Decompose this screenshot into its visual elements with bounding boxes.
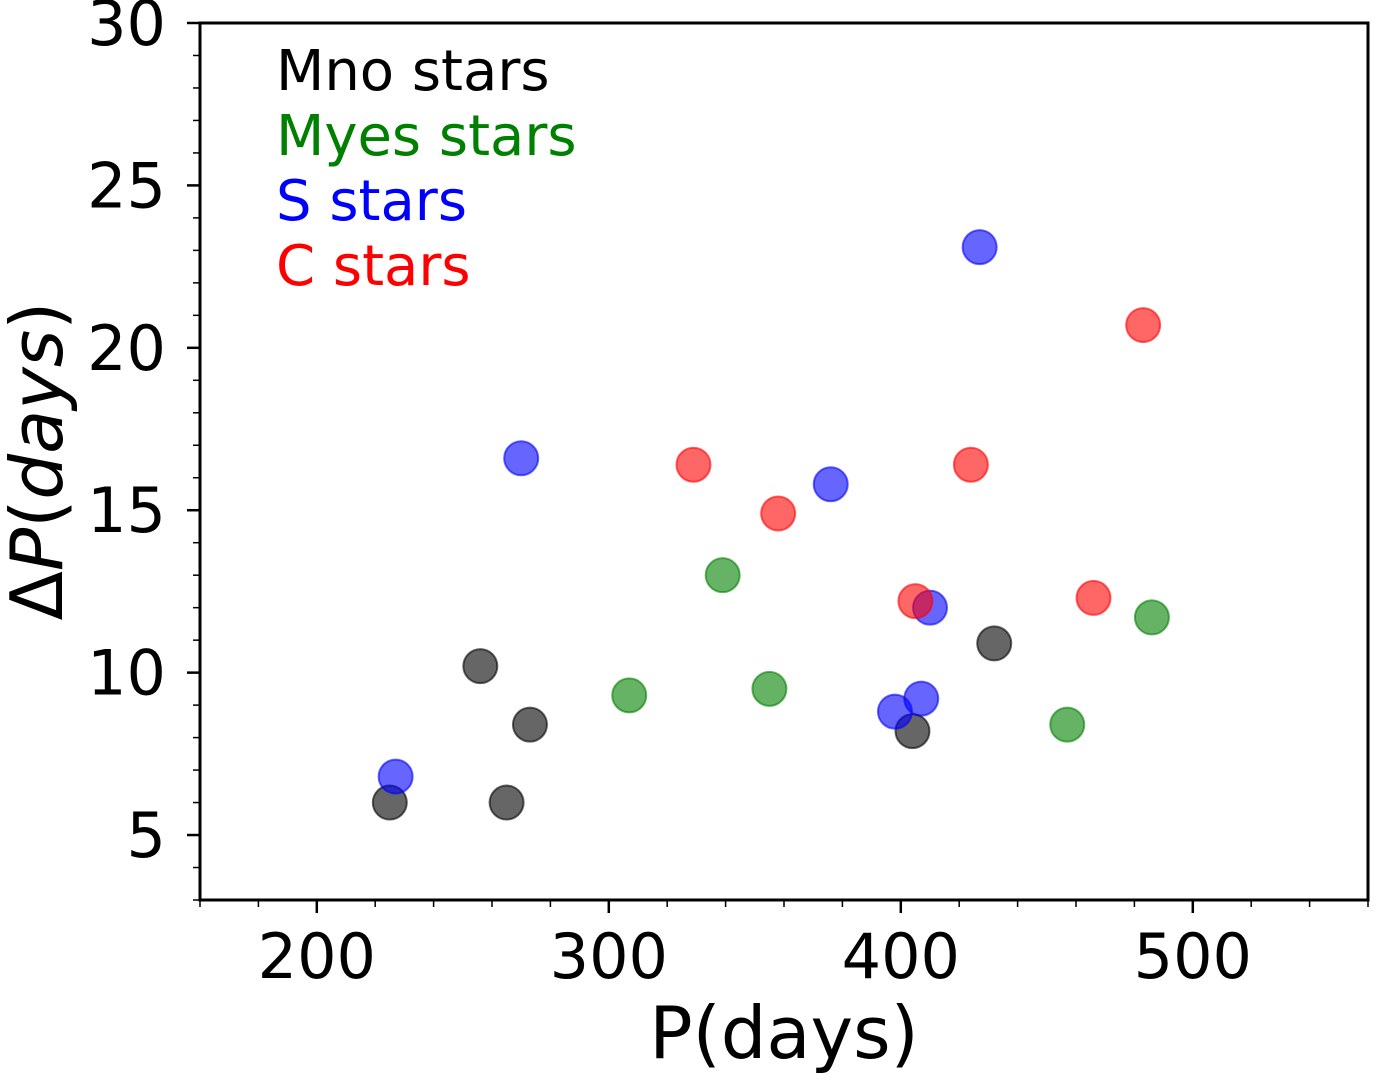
- point-mno-stars: [511, 706, 548, 743]
- y-tick-label: 10: [87, 637, 166, 710]
- point-s-stars: [377, 758, 414, 795]
- point-s-stars: [903, 680, 940, 717]
- x-tick-label: 300: [550, 920, 668, 993]
- point-c-stars: [1125, 307, 1162, 344]
- point-s-stars: [961, 229, 998, 266]
- point-c-stars: [760, 495, 797, 532]
- legend-entry-mno-stars: Mno stars: [276, 39, 550, 104]
- point-c-stars: [1075, 579, 1112, 616]
- legend-entry-c-stars: C stars: [276, 234, 471, 299]
- x-tick-label: 400: [842, 920, 960, 993]
- point-myes-stars: [704, 557, 741, 594]
- y-tick-label: 25: [87, 149, 166, 222]
- point-s-stars: [503, 440, 540, 477]
- y-tick-label: 20: [87, 312, 166, 385]
- y-axis-title-prefix: Δ: [0, 571, 79, 620]
- point-myes-stars: [751, 670, 788, 707]
- legend-entry-s-stars: S stars: [276, 169, 467, 234]
- point-mno-stars: [462, 648, 499, 685]
- data-points: [371, 229, 1170, 821]
- y-axis-title-variable: P: [0, 527, 79, 571]
- point-c-stars: [897, 583, 934, 620]
- y-tick-label: 30: [87, 0, 166, 60]
- point-c-stars: [952, 446, 989, 483]
- point-mno-stars: [976, 625, 1013, 662]
- x-tick-label: 500: [1134, 920, 1252, 993]
- y-axis-title-unit: days: [0, 330, 79, 500]
- point-c-stars: [675, 446, 712, 483]
- y-axis-title: ΔP(days): [0, 302, 79, 621]
- legend-entry-myes-stars: Myes stars: [276, 104, 577, 169]
- x-tick-label: 200: [258, 920, 376, 993]
- point-myes-stars: [611, 677, 648, 714]
- plot-frame: [198, 21, 1370, 902]
- point-myes-stars: [1049, 706, 1086, 743]
- point-s-stars: [812, 466, 849, 503]
- point-myes-stars: [1133, 599, 1170, 636]
- y-tick-label: 15: [87, 474, 166, 547]
- tick-labels: 200 300 400 500 5 10 15 20 25 30: [87, 0, 1252, 993]
- point-mno-stars: [488, 784, 525, 821]
- y-tick-label: 5: [127, 799, 166, 872]
- y-axis-title-paren-open: (: [0, 500, 79, 528]
- x-axis-title: P(days): [649, 991, 919, 1075]
- y-axis-title-paren-close: ): [0, 302, 79, 330]
